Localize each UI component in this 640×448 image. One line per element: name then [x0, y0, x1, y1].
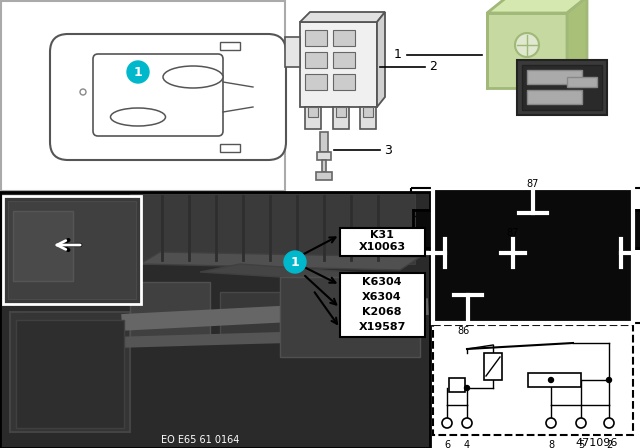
Bar — [433, 188, 633, 323]
Bar — [631, 210, 640, 248]
Bar — [1, 1, 285, 191]
Text: 471096: 471096 — [576, 438, 618, 448]
Bar — [522, 65, 602, 110]
Bar — [333, 107, 349, 129]
Bar — [316, 172, 332, 180]
Bar — [527, 90, 582, 104]
Bar — [567, 77, 597, 87]
Bar — [0, 192, 430, 448]
Bar — [528, 373, 581, 387]
Circle shape — [462, 418, 472, 428]
Bar — [130, 282, 210, 342]
Bar — [280, 277, 420, 357]
Bar — [340, 228, 425, 256]
Bar — [320, 132, 328, 152]
Bar — [527, 70, 582, 84]
Bar — [322, 160, 326, 172]
Circle shape — [548, 378, 554, 383]
Bar — [433, 188, 633, 323]
Bar — [13, 211, 73, 281]
Bar — [220, 42, 240, 50]
FancyBboxPatch shape — [93, 54, 223, 136]
Text: 87: 87 — [527, 179, 539, 189]
Polygon shape — [200, 264, 420, 284]
Bar — [452, 5, 637, 150]
Bar — [305, 52, 327, 68]
Text: 87: 87 — [507, 228, 519, 238]
Bar — [3, 196, 141, 304]
Bar — [10, 312, 130, 432]
Text: 1: 1 — [134, 65, 142, 78]
Circle shape — [442, 418, 452, 428]
Ellipse shape — [163, 66, 223, 88]
Circle shape — [80, 89, 86, 95]
Circle shape — [127, 61, 149, 83]
Circle shape — [465, 385, 470, 391]
Polygon shape — [140, 252, 420, 270]
Text: X10063: X10063 — [358, 242, 406, 252]
Text: 1: 1 — [394, 48, 402, 61]
Bar — [413, 210, 435, 248]
Bar — [333, 74, 355, 90]
Bar — [16, 320, 124, 428]
Circle shape — [546, 418, 556, 428]
Polygon shape — [567, 0, 587, 88]
Bar — [360, 107, 376, 129]
Circle shape — [607, 378, 611, 383]
Bar — [487, 13, 567, 88]
Bar — [411, 188, 640, 323]
Polygon shape — [487, 0, 587, 13]
Bar — [300, 22, 377, 107]
Bar — [220, 144, 240, 152]
Text: 8: 8 — [548, 440, 554, 448]
Bar — [308, 107, 318, 117]
Bar — [484, 353, 502, 380]
Bar — [333, 30, 355, 46]
Text: 4: 4 — [464, 440, 470, 448]
Text: K31: K31 — [370, 230, 394, 240]
Bar — [363, 107, 373, 117]
Text: 86: 86 — [458, 326, 470, 336]
FancyBboxPatch shape — [50, 34, 286, 160]
Bar — [433, 325, 633, 435]
Text: 2: 2 — [606, 440, 612, 448]
Bar — [305, 30, 327, 46]
Bar — [333, 52, 355, 68]
Text: 1: 1 — [291, 255, 300, 268]
Bar — [517, 60, 607, 115]
Text: 3: 3 — [384, 143, 392, 156]
Bar — [449, 378, 465, 392]
Bar — [336, 107, 346, 117]
Bar — [305, 74, 327, 90]
Circle shape — [515, 33, 539, 57]
Bar — [8, 201, 136, 299]
Ellipse shape — [111, 108, 166, 126]
Text: X19587: X19587 — [358, 322, 406, 332]
Bar — [317, 152, 331, 160]
Bar — [305, 107, 321, 129]
Bar — [220, 292, 280, 342]
Bar — [340, 273, 425, 337]
Bar — [130, 194, 415, 264]
Bar — [285, 37, 300, 67]
Text: 5: 5 — [578, 440, 584, 448]
Text: X6304: X6304 — [362, 292, 402, 302]
Circle shape — [576, 418, 586, 428]
Text: EO E65 61 0164: EO E65 61 0164 — [161, 435, 239, 445]
Text: 6: 6 — [444, 440, 450, 448]
Circle shape — [284, 251, 306, 273]
Circle shape — [604, 418, 614, 428]
Text: 30: 30 — [405, 238, 417, 248]
Text: K2068: K2068 — [362, 307, 402, 317]
Text: 2: 2 — [429, 60, 437, 73]
Text: K6304: K6304 — [362, 277, 402, 287]
Polygon shape — [300, 12, 385, 22]
Polygon shape — [377, 12, 385, 107]
